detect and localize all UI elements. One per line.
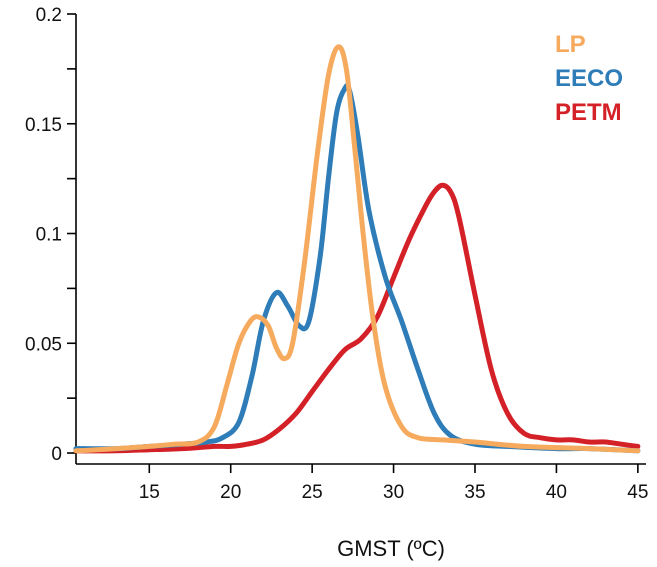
plot-area: 15 20 25 30 35 40 45 0 0.05 0.1 0.15 0.2 (25, 5, 648, 503)
y-tick-label: 0.15 (25, 115, 62, 136)
x-tick-label: 40 (546, 482, 567, 503)
legend-label-petm: PETM (555, 99, 622, 126)
x-tick-label: 45 (627, 482, 648, 503)
x-axis-title: GMST (ºC) (337, 536, 445, 561)
x-ticks: 15 20 25 30 35 40 45 (139, 464, 648, 503)
legend-label-eeco: EECO (555, 65, 623, 92)
x-tick-label: 30 (383, 482, 404, 503)
y-ticks: 0 0.05 0.1 0.15 0.2 (25, 5, 76, 465)
series-group (73, 44, 641, 454)
series-line-petm (73, 182, 641, 454)
x-tick-label: 25 (302, 482, 323, 503)
legend-label-lp: LP (555, 31, 586, 58)
y-tick-label: 0.05 (25, 334, 62, 355)
x-tick-label: 35 (464, 482, 485, 503)
x-tick-label: 20 (220, 482, 241, 503)
y-tick-label: 0 (51, 444, 62, 465)
y-tick-label: 0.2 (36, 5, 62, 26)
y-tick-label: 0.1 (36, 225, 62, 246)
x-tick-label: 15 (139, 482, 160, 503)
series-line-lp (73, 44, 641, 454)
legend: LP EECO PETM (555, 31, 623, 126)
series-line-eeco (73, 82, 641, 454)
